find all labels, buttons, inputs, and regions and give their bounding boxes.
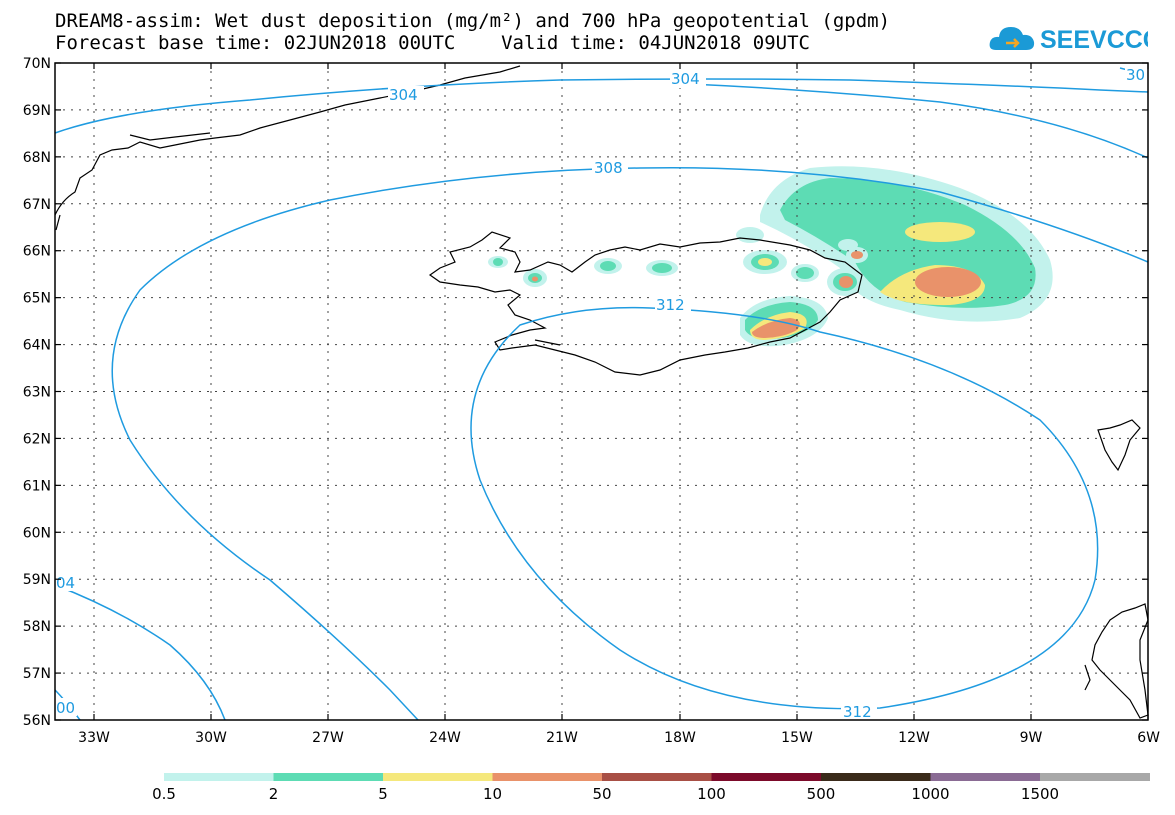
legend-swatch [164, 773, 274, 781]
legend-swatch [711, 773, 822, 781]
legend-swatch [273, 773, 384, 781]
coastlines [54, 65, 1149, 719]
lon-label: 9W [1020, 730, 1043, 746]
axis-ticks [55, 62, 1149, 721]
legend-label: 1000 [911, 785, 949, 803]
lat-label: 63N [23, 385, 51, 401]
contour-label: 04 [56, 574, 75, 592]
chart-title: DREAM8-assim: Wet dust deposition (mg/m²… [55, 10, 891, 32]
contour-label: 00 [56, 699, 75, 717]
lat-label: 56N [23, 713, 51, 729]
legend-label: 1500 [1021, 785, 1059, 803]
contour-label: 304 [671, 70, 700, 88]
dust-deposition-shading [488, 166, 1053, 347]
legend-label: 50 [592, 785, 611, 803]
logo-text: SEEVCCC [1040, 26, 1148, 54]
lon-label: 21W [546, 730, 578, 746]
lon-label: 18W [664, 730, 696, 746]
lat-label: 69N [23, 103, 51, 119]
geopotential-contours [54, 67, 1149, 721]
lat-label: 64N [23, 338, 51, 354]
contour-label: 312 [843, 703, 872, 721]
legend-labels: 0.5 2 5 10 50 100 500 1000 1500 [152, 785, 1059, 803]
lat-label: 59N [23, 572, 51, 588]
legend-swatch [930, 773, 1041, 781]
legend-swatch [602, 773, 712, 781]
lon-label: 27W [312, 730, 344, 746]
contour-label: 312 [656, 296, 685, 314]
chart-subtitle: Forecast base time: 02JUN2018 00UTC Vali… [55, 32, 810, 54]
lon-label: 6W [1137, 730, 1160, 746]
legend-label: 0.5 [152, 785, 176, 803]
lon-label: 30W [195, 730, 227, 746]
lon-label: 24W [429, 730, 461, 746]
lon-label: 15W [781, 730, 813, 746]
longitude-labels: 33W 30W 27W 24W 21W 18W 15W 12W 9W 6W [78, 730, 1160, 746]
lat-label: 70N [23, 56, 51, 72]
legend-label: 5 [378, 785, 388, 803]
legend-swatch [1040, 773, 1150, 781]
seevccc-logo: SEEVCCC [989, 26, 1148, 54]
lat-label: 67N [23, 197, 51, 213]
cloud-icon [989, 27, 1035, 50]
contour-label: 308 [594, 159, 623, 177]
lat-label: 61N [23, 478, 51, 494]
contour-label: 30 [1126, 66, 1145, 84]
lat-label: 65N [23, 291, 51, 307]
lat-label: 58N [23, 619, 51, 635]
legend-swatch [821, 773, 931, 781]
lat-label: 62N [23, 431, 51, 447]
legend-label: 500 [807, 785, 836, 803]
lat-label: 57N [23, 666, 51, 682]
legend-label: 2 [269, 785, 279, 803]
latitude-labels: 70N 69N 68N 67N 66N 65N 64N 63N 62N 61N 60N 59N 58N 5… [23, 56, 51, 729]
legend-swatch [383, 773, 493, 781]
lat-label: 66N [23, 244, 51, 260]
contour-label: 304 [389, 86, 418, 104]
legend-swatch [492, 773, 603, 781]
graticule [55, 63, 1148, 720]
contour-labels: 304 304 30 308 312 312 04 00 [55, 65, 1148, 721]
legend-label: 100 [697, 785, 726, 803]
lat-label: 60N [23, 525, 51, 541]
lon-label: 33W [78, 730, 110, 746]
legend-colorbar [164, 773, 1150, 781]
lon-label: 12W [898, 730, 930, 746]
lat-label: 68N [23, 150, 51, 166]
legend-label: 10 [483, 785, 502, 803]
